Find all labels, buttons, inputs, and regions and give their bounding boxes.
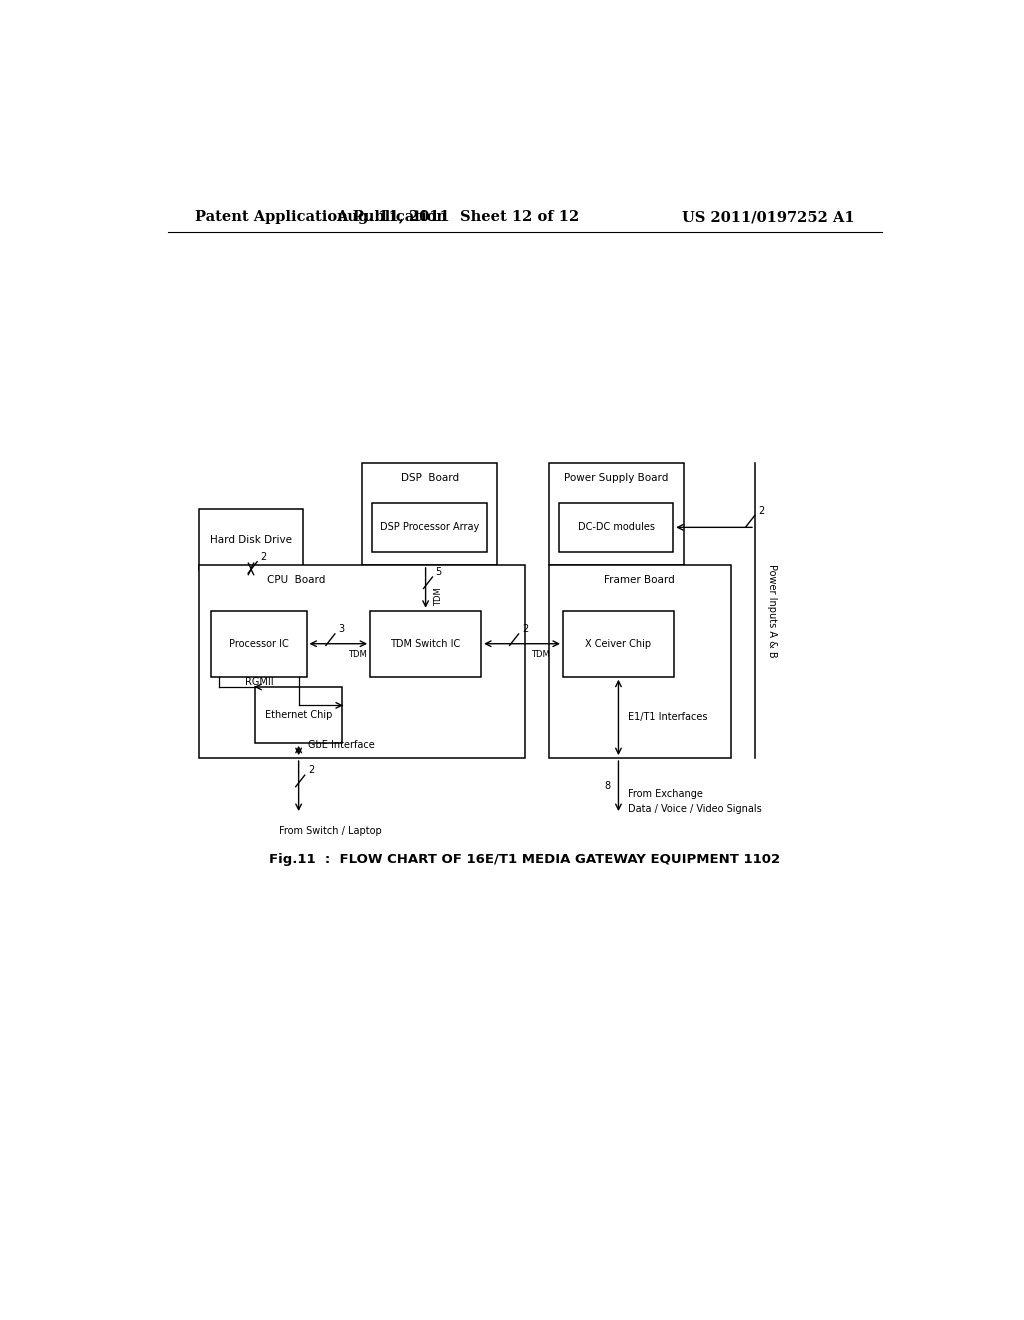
Bar (559, 503, 673, 552)
Text: RGMII: RGMII (245, 677, 273, 686)
Text: Aug. 11, 2011  Sheet 12 of 12: Aug. 11, 2011 Sheet 12 of 12 (336, 210, 579, 224)
Text: DC-DC modules: DC-DC modules (578, 523, 654, 532)
Text: 2: 2 (522, 624, 528, 634)
Text: 2: 2 (308, 766, 314, 775)
Text: From Exchange: From Exchange (628, 788, 702, 799)
Text: Fig.11  :  FLOW CHART OF 16E/T1 MEDIA GATEWAY EQUIPMENT 1102: Fig.11 : FLOW CHART OF 16E/T1 MEDIA GATE… (269, 853, 780, 866)
Text: CPU  Board: CPU Board (267, 576, 326, 585)
Text: Power Supply Board: Power Supply Board (564, 474, 669, 483)
Text: Power Inputs A & B: Power Inputs A & B (767, 564, 777, 657)
Text: TDM: TDM (434, 587, 442, 606)
Text: Patent Application Publication: Patent Application Publication (196, 210, 447, 224)
Text: 8: 8 (604, 781, 610, 791)
Bar (255, 686, 342, 743)
Bar (362, 463, 497, 565)
Text: Hard Disk Drive: Hard Disk Drive (210, 535, 292, 545)
Text: 5: 5 (435, 568, 442, 577)
Text: 2: 2 (260, 552, 266, 562)
Bar (370, 611, 481, 677)
Text: DSP Processor Array: DSP Processor Array (380, 523, 479, 532)
Text: From Switch / Laptop: From Switch / Laptop (279, 826, 382, 836)
Text: Processor IC: Processor IC (229, 639, 289, 648)
Bar (549, 565, 731, 758)
Text: US 2011/0197252 A1: US 2011/0197252 A1 (682, 210, 854, 224)
Text: Ethernet Chip: Ethernet Chip (265, 710, 333, 719)
Bar (549, 463, 684, 565)
Bar (200, 565, 524, 758)
Text: TDM: TDM (531, 649, 550, 659)
Text: Data / Voice / Video Signals: Data / Voice / Video Signals (628, 804, 762, 814)
Bar (200, 510, 303, 570)
Text: 3: 3 (338, 624, 344, 634)
Text: E1/T1 Interfaces: E1/T1 Interfaces (628, 713, 708, 722)
Bar (373, 503, 486, 552)
Text: DSP  Board: DSP Board (400, 474, 459, 483)
Bar (211, 611, 306, 677)
Text: TDM: TDM (348, 649, 367, 659)
Text: GbE Interface: GbE Interface (308, 741, 375, 750)
Text: 2: 2 (758, 506, 764, 516)
Bar (563, 611, 674, 677)
Text: TDM Switch IC: TDM Switch IC (390, 639, 461, 648)
Text: X Ceiver Chip: X Ceiver Chip (586, 639, 651, 648)
Text: Framer Board: Framer Board (604, 576, 675, 585)
